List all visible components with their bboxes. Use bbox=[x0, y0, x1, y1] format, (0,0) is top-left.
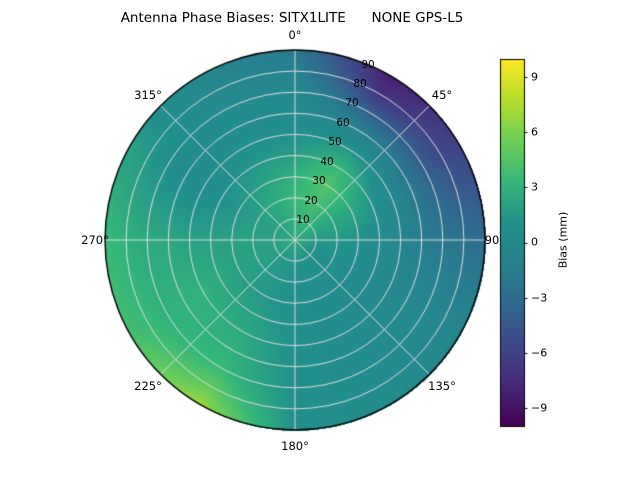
radial-label-60: 60 bbox=[336, 117, 350, 129]
colorbar-tick-m6: −6 bbox=[531, 346, 548, 360]
colorbar-tick-m3: −3 bbox=[531, 291, 548, 305]
radial-label-30: 30 bbox=[312, 175, 326, 187]
radial-label-80: 80 bbox=[353, 78, 367, 90]
angle-label-0: 0° bbox=[288, 28, 302, 42]
colorbar-tick-0: 0 bbox=[531, 235, 538, 249]
chart-title: Antenna Phase Biases: SITX1LITE NONE GPS… bbox=[120, 10, 464, 26]
radial-label-90: 90 bbox=[361, 59, 375, 71]
radial-label-40: 40 bbox=[320, 156, 334, 168]
angle-label-180: 180° bbox=[281, 439, 309, 453]
colorbar-tick-9: 9 bbox=[531, 70, 538, 84]
radial-label-20: 20 bbox=[304, 195, 318, 207]
radial-label-50: 50 bbox=[328, 136, 342, 148]
angle-label-135: 135° bbox=[428, 379, 456, 393]
radial-label-70: 70 bbox=[345, 97, 359, 109]
radial-label-10: 10 bbox=[296, 214, 310, 226]
angle-label-225: 225° bbox=[134, 379, 162, 393]
colorbar-tick-6: 6 bbox=[531, 125, 538, 139]
colorbar-tick-m9: −9 bbox=[531, 401, 548, 415]
angle-label-315: 315° bbox=[134, 88, 162, 102]
angle-label-90: 90 bbox=[484, 233, 500, 247]
colorbar-axis-label: Bias (mm) bbox=[556, 211, 570, 269]
angle-label-45: 45° bbox=[431, 88, 453, 102]
angle-label-270: 270° bbox=[81, 233, 109, 247]
colorbar-tick-3: 3 bbox=[531, 180, 538, 194]
